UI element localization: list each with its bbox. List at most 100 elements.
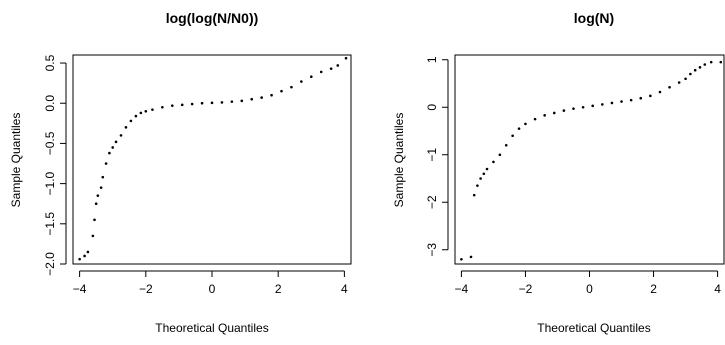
data-point (552, 111, 556, 115)
panel-left-x-tick-label: 0 (209, 282, 216, 296)
data-point (610, 101, 614, 105)
panel-left: log(log(N/N0)) −4 −2 0 2 4 −2.0 −1.5 −1.0 −0.5 0… (9, 10, 352, 335)
data-point (91, 234, 95, 238)
data-point (99, 186, 103, 189)
data-point (170, 104, 174, 107)
panel-left-y-tick-label: 0.5 (43, 54, 57, 71)
data-point (280, 89, 283, 93)
panel-right-ylabel: Sample Quantiles (392, 113, 406, 208)
data-point (139, 111, 143, 115)
data-point (83, 254, 86, 258)
data-point (498, 153, 502, 157)
data-point (104, 162, 108, 165)
data-point (270, 93, 273, 97)
data-point (572, 107, 575, 110)
panel-left-x-tick-label: 4 (341, 282, 348, 296)
data-point (620, 100, 623, 103)
panel-left-y-tick-label: −0.5 (43, 131, 57, 155)
data-point (591, 104, 595, 108)
data-point (309, 75, 313, 79)
panel-left-y-tick-label: 0.0 (43, 95, 57, 112)
panel-left-x-tick-label: 2 (275, 282, 282, 296)
data-point (649, 94, 652, 98)
data-point (658, 90, 662, 94)
data-point (336, 64, 340, 67)
panel-left-plot-box (72, 54, 352, 265)
data-point (639, 96, 643, 100)
data-point (78, 257, 81, 261)
data-point (250, 97, 254, 101)
panel-left-x-tick-label: −2 (139, 282, 153, 296)
data-point (485, 167, 489, 171)
data-point (96, 194, 100, 197)
data-point (689, 72, 692, 76)
panel-right-x-axis: −4 −2 0 2 4 (455, 270, 721, 296)
panel-right-y-axis: −3 −2 −1 0 1 (425, 56, 449, 257)
data-point (94, 202, 98, 206)
data-point (543, 114, 546, 117)
data-point (719, 60, 723, 64)
data-point (703, 63, 707, 66)
panel-right-y-tick-label: −2 (425, 195, 439, 209)
data-point (210, 101, 214, 105)
data-point (511, 134, 514, 138)
panel-right-x-tick-label: −4 (455, 282, 469, 296)
data-point (524, 122, 527, 126)
panel-right-x-tick-label: 2 (650, 282, 657, 296)
data-point (476, 184, 479, 187)
panel-right-points (460, 60, 723, 261)
data-point (290, 85, 293, 89)
data-point (562, 109, 566, 112)
data-point (129, 119, 133, 123)
data-point (220, 101, 224, 104)
panel-right-y-tick-label: −3 (425, 243, 439, 257)
panel-right-x-tick-label: 0 (586, 282, 593, 296)
data-point (684, 77, 687, 81)
panel-right-xlabel: Theoretical Quantiles (537, 321, 650, 335)
panel-left-points (78, 56, 348, 261)
data-point (344, 56, 348, 60)
data-point (151, 108, 154, 111)
data-point (161, 105, 164, 109)
data-point (240, 99, 244, 103)
data-point (460, 257, 463, 261)
panel-left-xlabel: Theoretical Quantiles (155, 321, 268, 335)
data-point (300, 80, 303, 83)
data-point (693, 68, 697, 72)
data-point (504, 143, 508, 147)
data-point (190, 102, 194, 106)
panel-left-y-axis: −2.0 −1.5 −1.0 −0.5 0.0 0.5 (43, 54, 67, 276)
data-point (260, 96, 263, 99)
panel-right-y-tick-label: −1 (425, 148, 439, 162)
data-point (114, 140, 118, 144)
panel-left-y-tick-label: −1.0 (43, 171, 57, 195)
data-point (200, 101, 204, 105)
data-point (469, 255, 473, 259)
data-point (230, 100, 234, 103)
data-point (677, 81, 681, 84)
data-point (111, 146, 115, 149)
panel-right-y-tick-label: 1 (425, 56, 439, 63)
panel-left-ylabel: Sample Quantiles (9, 113, 23, 208)
data-point (144, 109, 148, 113)
panel-left-y-tick-label: −2.0 (43, 252, 57, 276)
data-point (533, 117, 537, 121)
data-point (709, 60, 713, 64)
data-point (101, 175, 105, 179)
data-point (601, 103, 604, 106)
panel-left-y-tick-label: −1.5 (43, 212, 57, 236)
panel-right-title: log(N) (574, 10, 614, 26)
data-point (581, 105, 585, 109)
data-point (86, 250, 90, 254)
panel-right-x-tick-label: 4 (714, 282, 721, 296)
data-point (319, 70, 323, 74)
data-point (119, 134, 123, 137)
panel-left-x-tick-label: −4 (73, 282, 87, 296)
data-point (517, 127, 521, 130)
data-point (134, 114, 138, 118)
data-point (482, 172, 486, 176)
panel-right-plot-box (454, 54, 725, 265)
data-point (668, 86, 671, 89)
data-point (180, 103, 184, 107)
